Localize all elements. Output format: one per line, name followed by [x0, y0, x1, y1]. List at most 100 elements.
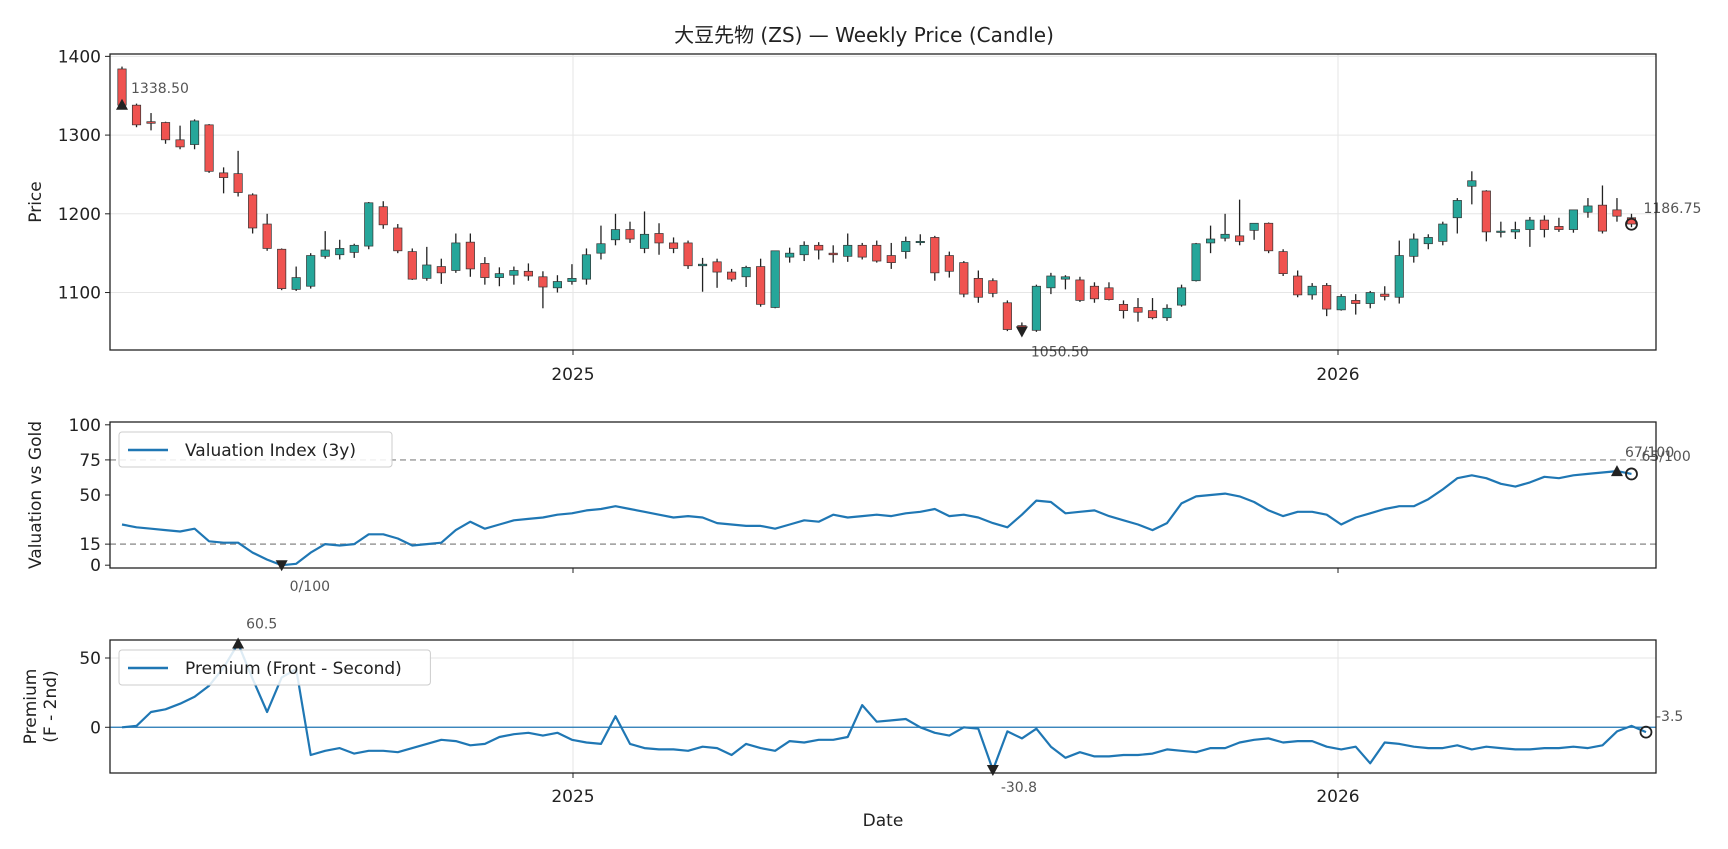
- candle-body: [436, 266, 446, 274]
- y-tick-label: 15: [79, 535, 101, 555]
- annotation-label: -30.8: [1001, 780, 1037, 796]
- price-panel: 1100 1200 1300 1400 2025 2026 Price 1338.50 1050…: [26, 47, 1701, 385]
- candle-body: [770, 250, 780, 308]
- candle-body: [175, 139, 185, 148]
- annotation-marker: [1639, 725, 1653, 739]
- candle-body: [1322, 285, 1332, 310]
- candle-body: [901, 241, 911, 252]
- candle-body: [1351, 300, 1361, 304]
- candle-body: [596, 243, 606, 254]
- candle-body: [1075, 279, 1085, 301]
- candle-body: [1002, 302, 1012, 330]
- candle-body: [1438, 223, 1448, 242]
- candle-body: [291, 277, 301, 290]
- candle-body: [1307, 285, 1317, 296]
- y-tick-label: 50: [79, 649, 101, 669]
- candle-body: [407, 251, 417, 280]
- candle-body: [1612, 209, 1622, 217]
- candle-body: [480, 263, 490, 278]
- candle-body: [262, 223, 272, 249]
- candle-body: [1089, 285, 1100, 300]
- candle-body: [988, 280, 998, 294]
- candle-body: [1336, 296, 1346, 311]
- candle-body: [1118, 303, 1129, 311]
- y-tick-label: 1100: [58, 284, 101, 304]
- candle-body: [160, 122, 171, 141]
- candle-body: [1583, 205, 1593, 213]
- candle-body: [1510, 229, 1520, 233]
- candle-body: [204, 124, 214, 172]
- candle-body: [814, 244, 824, 251]
- y-tick-label: 100: [69, 416, 101, 436]
- candle-body: [1264, 222, 1274, 252]
- candle-body: [959, 262, 969, 295]
- candle-body: [320, 249, 330, 257]
- candle-body: [1191, 243, 1201, 282]
- candle-body: [1206, 238, 1216, 244]
- candle-body: [233, 173, 243, 193]
- candle-body: [1147, 310, 1158, 319]
- annotation-marker: [1015, 326, 1028, 338]
- candle-body: [378, 206, 388, 226]
- candle-body: [756, 266, 766, 305]
- candle-body: [465, 241, 475, 270]
- series-line: [121, 642, 1647, 772]
- annotation-marker: [1625, 217, 1638, 231]
- candle-body: [146, 121, 156, 124]
- candle-body: [335, 248, 345, 256]
- candle-body: [799, 244, 809, 256]
- candle-body: [1235, 235, 1245, 242]
- y-axis-label: Valuation vs Gold: [26, 421, 46, 569]
- annotation-label: 1050.50: [1031, 345, 1089, 361]
- candle-body: [1423, 237, 1433, 245]
- candle-body: [1452, 200, 1462, 219]
- y-tick-label: 75: [79, 451, 101, 471]
- y-axis-label: Premium: [21, 669, 41, 745]
- axes-frame: [109, 421, 1657, 569]
- candle-body: [277, 248, 287, 289]
- candle-body: [1525, 219, 1535, 230]
- annotation-marker: [275, 560, 288, 572]
- candle-body: [944, 255, 954, 272]
- candle-body: [306, 255, 316, 287]
- candle-body: [1409, 238, 1419, 257]
- candle-body: [610, 229, 621, 241]
- candle-body: [843, 244, 853, 257]
- candle-body: [668, 242, 679, 249]
- candle-body: [131, 104, 142, 126]
- candle-body: [915, 241, 925, 244]
- y-tick-label: 1200: [58, 205, 101, 225]
- annotation-label: 67/100: [1625, 445, 1674, 461]
- series-line: [121, 470, 1632, 567]
- candle-body: [973, 278, 983, 298]
- candle-body: [625, 229, 635, 240]
- candle-body: [248, 194, 258, 229]
- candle-body: [785, 252, 795, 258]
- candle-body: [1278, 251, 1288, 274]
- annotation-label: 1186.75: [1643, 201, 1701, 217]
- y-tick-label: 1300: [58, 126, 101, 146]
- candle-body: [828, 252, 838, 256]
- y-axis-label: Price: [26, 181, 46, 222]
- candle-body: [639, 233, 650, 249]
- candle-body: [1162, 307, 1172, 319]
- candle-body: [1249, 222, 1259, 231]
- candle-body: [1394, 255, 1404, 298]
- candle-body: [698, 263, 708, 267]
- candle-body: [1293, 275, 1303, 296]
- candle-body: [872, 244, 882, 262]
- candle-body: [1539, 219, 1549, 230]
- candle-body: [930, 237, 940, 274]
- chart-title: 大豆先物 (ZS) — Weekly Price (Candle): [674, 23, 1054, 47]
- annotation-marker: [986, 764, 999, 776]
- annotation-label: 1338.50: [131, 81, 189, 97]
- candle-body: [494, 273, 504, 278]
- axes-frame: [109, 53, 1657, 351]
- legend-label: Valuation Index (3y): [185, 441, 356, 461]
- candle-body: [1220, 233, 1230, 239]
- y-axis-label: (F - 2nd): [41, 670, 61, 742]
- candle-body: [1467, 180, 1477, 187]
- candle-body: [1365, 292, 1375, 304]
- candle-body: [451, 242, 461, 271]
- legend-label: Premium (Front - Second): [185, 659, 402, 679]
